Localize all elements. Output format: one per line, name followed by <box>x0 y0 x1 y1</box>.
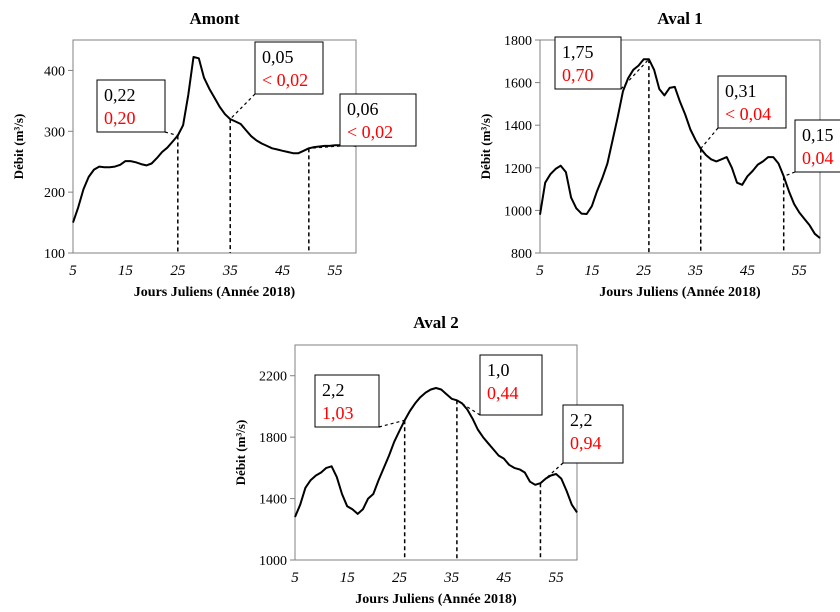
y-axis-label: Débit (m³/s) <box>478 114 493 180</box>
y-tick-label: 400 <box>44 64 65 79</box>
x-tick-label: 25 <box>170 263 186 279</box>
x-tick-label: 5 <box>536 263 544 279</box>
discharge-series-line <box>539 58 821 239</box>
y-tick-label: 100 <box>44 247 65 262</box>
annotation-leader-line <box>378 419 405 428</box>
y-axis-label: Débit (m³/s) <box>233 420 248 486</box>
annotation-leader-line <box>783 171 796 177</box>
x-tick-label: 35 <box>443 570 460 586</box>
x-tick-label: 45 <box>740 263 756 279</box>
annotation-bottom-value: 0,70 <box>562 65 594 85</box>
annotation-top-value: 2,2 <box>570 410 593 430</box>
annotation-box <box>717 75 787 129</box>
annotation-bottom-value: < 0,02 <box>347 122 393 142</box>
annotation-leader-line <box>700 127 719 150</box>
y-tick-label: 800 <box>511 247 532 262</box>
chart-title: Aval 2 <box>413 313 459 332</box>
annotation-bottom-value: 0,20 <box>104 108 136 128</box>
x-tick-label: 5 <box>69 263 77 279</box>
chart-panel-aval-2: Aval 2 1000 1400 1800 2200 5 15 25 35 45 55 Jours J… <box>233 313 624 607</box>
x-tick-label: 45 <box>275 263 291 279</box>
annotation-bottom-value: 0,44 <box>487 383 519 403</box>
chart-title: Amont <box>189 9 239 28</box>
y-tick-label: 1200 <box>504 162 532 177</box>
x-tick-label: 45 <box>496 570 512 586</box>
annotation-top-value: 0,06 <box>347 99 379 119</box>
annotation-leader-line <box>456 399 481 416</box>
discharge-series-line <box>72 56 357 223</box>
chart-panel-aval-1: Aval 1 800 1000 1200 1400 1600 1800 5 15 25 35 45 55… <box>478 9 840 300</box>
annotation-box <box>794 119 840 173</box>
annotation-box <box>479 354 543 416</box>
x-tick-label: 15 <box>118 263 134 279</box>
x-axis-label: Jours Juliens (Année 2018) <box>134 285 296 300</box>
annotation-top-value: 0,05 <box>262 47 294 67</box>
annotation-box <box>314 374 380 428</box>
chart-title: Aval 1 <box>657 9 703 28</box>
annotation-leader-line <box>620 58 650 90</box>
discharge-series-line <box>294 387 578 518</box>
annotation-top-value: 2,2 <box>322 380 345 400</box>
annotation-top-value: 1,0 <box>487 360 510 380</box>
x-tick-label: 15 <box>584 263 600 279</box>
annotation-leader-line <box>308 145 341 149</box>
y-tick-label: 1400 <box>504 119 532 134</box>
annotation-bottom-value: < 0,04 <box>725 104 771 124</box>
annotation-bottom-value: < 0,02 <box>262 70 308 90</box>
annotation-bottom-value: 1,03 <box>322 403 354 423</box>
x-tick-label: 15 <box>340 570 356 586</box>
y-tick-label: 2200 <box>259 370 287 385</box>
annotation-leader-line <box>229 93 256 120</box>
annotation-box <box>96 79 166 133</box>
y-tick-label: 200 <box>44 186 65 201</box>
y-tick-label: 1400 <box>259 493 287 508</box>
annotation-leader-line <box>540 462 564 484</box>
annotation-top-value: 1,75 <box>562 42 594 62</box>
x-axis-label: Jours Juliens (Année 2018) <box>355 592 517 607</box>
y-tick-label: 300 <box>44 125 65 140</box>
x-tick-label: 55 <box>328 263 344 279</box>
x-axis-label: Jours Juliens (Année 2018) <box>599 285 761 300</box>
x-tick-label: 55 <box>549 570 565 586</box>
annotation-bottom-value: 0,04 <box>802 148 834 168</box>
annotation-box <box>554 36 622 90</box>
annotation-box <box>254 41 324 95</box>
annotation-top-value: 0,22 <box>104 85 136 105</box>
annotation-leader-line <box>164 131 178 137</box>
y-tick-label: 1800 <box>259 431 287 446</box>
chart-panel-amont: Amont 100 200 300 400 5 15 25 35 45 55 Jours Julien… <box>11 9 417 300</box>
x-tick-label: 35 <box>687 263 704 279</box>
annotation-top-value: 0,15 <box>802 125 834 145</box>
x-tick-label: 5 <box>291 570 299 586</box>
x-tick-label: 35 <box>222 263 239 279</box>
y-tick-label: 1000 <box>504 204 532 219</box>
annotation-box <box>562 404 624 464</box>
annotation-bottom-value: 0,94 <box>570 433 602 453</box>
x-tick-label: 55 <box>792 263 808 279</box>
y-tick-label: 1000 <box>259 554 287 569</box>
x-tick-label: 25 <box>636 263 652 279</box>
y-tick-label: 1600 <box>504 77 532 92</box>
y-axis-label: Débit (m³/s) <box>11 114 26 180</box>
annotation-box <box>339 93 417 147</box>
x-tick-label: 25 <box>392 570 408 586</box>
annotation-top-value: 0,31 <box>725 81 757 101</box>
y-tick-label: 1800 <box>504 34 532 49</box>
